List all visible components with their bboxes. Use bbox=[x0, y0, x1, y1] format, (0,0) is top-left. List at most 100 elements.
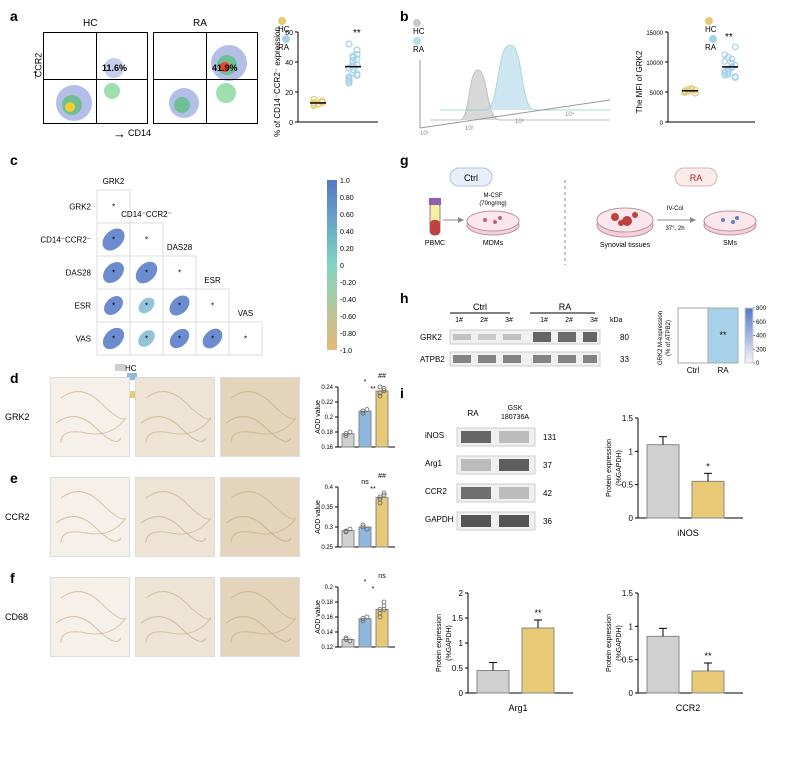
svg-text:VAS: VAS bbox=[238, 309, 253, 318]
panel-c: GRK2GRK2*CD14⁻CCR2⁻CD14⁻CCR2⁻**DAS28DAS2… bbox=[25, 170, 375, 365]
svg-text:AOD value: AOD value bbox=[315, 600, 322, 634]
svg-text:-0.80: -0.80 bbox=[340, 331, 356, 338]
svg-text:iNOS: iNOS bbox=[677, 528, 699, 538]
svg-text:**: ** bbox=[704, 651, 712, 661]
svg-text:*: * bbox=[364, 379, 367, 386]
svg-text:*: * bbox=[112, 335, 115, 344]
x-axis-cd14: CD14 bbox=[128, 128, 151, 138]
svg-text:*: * bbox=[178, 269, 181, 278]
svg-text:0.4: 0.4 bbox=[325, 485, 334, 491]
ihc-image bbox=[135, 377, 215, 457]
svg-text:VAS: VAS bbox=[76, 335, 91, 344]
svg-text:42: 42 bbox=[543, 489, 552, 498]
aod-chart: 0.160.180.20.220.24AOD value*##** bbox=[310, 372, 400, 462]
hc-legend: HC bbox=[278, 25, 290, 34]
i-ra: RA bbox=[467, 409, 479, 418]
svg-text:1#: 1# bbox=[455, 317, 463, 324]
svg-text:0.25: 0.25 bbox=[321, 545, 333, 551]
svg-text:*: * bbox=[211, 335, 214, 344]
panel-h-blot: Ctrl RA 1#2#3#1#2#3# GRK2 80 ATPB2 33 kD… bbox=[415, 300, 645, 378]
svg-text:1#: 1# bbox=[540, 317, 548, 324]
x-arrow: → bbox=[113, 126, 126, 141]
svg-text:iNOS: iNOS bbox=[425, 431, 444, 440]
ihc-image bbox=[50, 477, 130, 557]
svg-text:0.14: 0.14 bbox=[321, 630, 333, 636]
panel-b-scatter: 050001000015000 The MFI of GRK2 ** bbox=[630, 22, 770, 142]
svg-text:*: * bbox=[178, 302, 181, 311]
svg-text:10⁴: 10⁴ bbox=[565, 111, 575, 118]
svg-text:##: ## bbox=[378, 373, 386, 380]
ihc-image bbox=[50, 377, 130, 457]
b-hc2: HC bbox=[705, 25, 717, 34]
ra-title: RA bbox=[193, 18, 207, 29]
svg-text:*: * bbox=[364, 579, 367, 586]
panel-i: RA GSK 180736A iNOS131Arg137CCR242GAPDH3… bbox=[415, 398, 785, 768]
panel-h: Ctrl RA 1#2#3#1#2#3# GRK2 80 ATPB2 33 kD… bbox=[415, 300, 775, 380]
svg-text:131: 131 bbox=[543, 433, 557, 442]
svg-text:*: * bbox=[112, 236, 115, 245]
svg-text:0: 0 bbox=[340, 263, 344, 270]
svg-text:0: 0 bbox=[756, 361, 760, 367]
svg-text:-0.20: -0.20 bbox=[340, 280, 356, 287]
h-ra2: RA bbox=[717, 366, 729, 375]
svg-text:*: * bbox=[145, 236, 148, 245]
ra-legend: RA bbox=[278, 43, 289, 52]
svg-text:0.18: 0.18 bbox=[321, 430, 333, 436]
svg-text:400: 400 bbox=[756, 334, 767, 340]
ra-pct: 41.9% bbox=[212, 63, 238, 73]
svg-text:2#: 2# bbox=[480, 317, 488, 324]
g-cond1: IV-Col bbox=[667, 206, 683, 212]
svg-text:ESR: ESR bbox=[204, 276, 221, 285]
svg-text:37: 37 bbox=[543, 461, 552, 470]
g-cond2: 37°, 2h bbox=[665, 226, 684, 232]
h-sig: ** bbox=[719, 330, 727, 340]
ihc-image bbox=[220, 577, 300, 657]
svg-text:0.40: 0.40 bbox=[340, 229, 354, 236]
i-gsk1: GSK bbox=[508, 405, 523, 412]
corr-colorbar: 1.00.800.600.400.200-0.20-0.40-0.60-0.80… bbox=[325, 175, 370, 355]
panel-label-f: f bbox=[10, 570, 15, 586]
facs-ra: 41.9% bbox=[153, 32, 258, 124]
svg-text:*: * bbox=[211, 302, 214, 311]
svg-text:15000: 15000 bbox=[646, 31, 663, 37]
i-gsk2: 180736A bbox=[501, 414, 529, 421]
svg-text:AOD value: AOD value bbox=[315, 500, 322, 534]
panel-label-h: h bbox=[400, 290, 409, 306]
svg-text:GRK2: GRK2 bbox=[103, 177, 125, 186]
g-pbmc: PBMC bbox=[425, 240, 445, 247]
panel-label-c: c bbox=[10, 152, 18, 168]
svg-text:0.2: 0.2 bbox=[325, 415, 334, 421]
svg-text:**: ** bbox=[370, 486, 376, 493]
ra-dot-icon bbox=[282, 35, 290, 43]
svg-text:0: 0 bbox=[629, 689, 634, 698]
panel-b-legend2: HC RA bbox=[705, 16, 717, 52]
panel-g-svg: Ctrl PBMC MDMs M-CSF (70ng/mg) RA Synovi… bbox=[415, 165, 775, 285]
svg-text:ns: ns bbox=[378, 573, 386, 580]
svg-text:1: 1 bbox=[629, 622, 634, 631]
svg-text:DAS28: DAS28 bbox=[66, 269, 92, 278]
panel-label-e: e bbox=[10, 470, 18, 486]
svg-text:0.18: 0.18 bbox=[321, 600, 333, 606]
h-atpb2: ATPB2 bbox=[420, 355, 445, 364]
svg-text:0: 0 bbox=[459, 689, 464, 698]
hc-dot-icon bbox=[413, 19, 421, 27]
i-chart-iNOS: 00.511.5Protein expression(%GAPDH)*iNOS bbox=[593, 398, 773, 558]
ihc-image bbox=[220, 377, 300, 457]
g-mdms: MDMs bbox=[483, 240, 504, 247]
ihc-image bbox=[135, 477, 215, 557]
corr-matrix: GRK2GRK2*CD14⁻CCR2⁻CD14⁻CCR2⁻**DAS28DAS2… bbox=[25, 170, 325, 365]
h-ylabel1: GRK2 M-expression bbox=[658, 311, 664, 365]
aod-chart: 0.120.140.160.180.2AOD value*ns* bbox=[310, 572, 400, 662]
svg-text:0: 0 bbox=[660, 121, 664, 127]
svg-text:ESR: ESR bbox=[75, 302, 92, 311]
g-sms: SMs bbox=[723, 240, 738, 247]
svg-text:0: 0 bbox=[629, 514, 634, 523]
ihc-row-CCR2: CCR20.250.30.350.4AOD valuens##** bbox=[25, 472, 395, 567]
hc-dot-icon bbox=[705, 17, 713, 25]
ihc-image bbox=[220, 477, 300, 557]
svg-text:1: 1 bbox=[459, 639, 464, 648]
svg-text:10000: 10000 bbox=[646, 61, 663, 67]
b-ra2: RA bbox=[705, 43, 716, 52]
ihc-row-GRK2: GRK20.160.180.20.220.24AOD value*##** bbox=[25, 372, 395, 467]
hc-title: HC bbox=[83, 18, 97, 29]
